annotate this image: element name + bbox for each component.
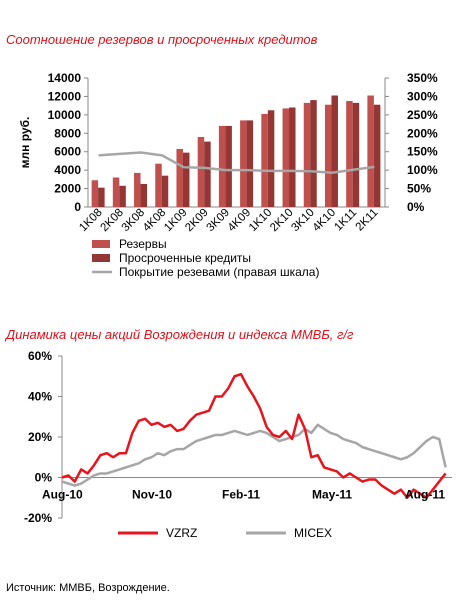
- x-tick-label: 3K10: [289, 207, 316, 234]
- y2-tick-label: 350%: [407, 71, 438, 85]
- bar-reserves: [261, 113, 268, 207]
- bar-overdue: [98, 187, 105, 207]
- bar-overdue: [331, 95, 338, 207]
- y-tick-label: -20%: [24, 511, 52, 525]
- coverage-line: [98, 151, 375, 174]
- chart2-title: Динамика цены акций Возрождения и индекс…: [6, 327, 354, 342]
- y-tick-label: 0%: [35, 471, 53, 485]
- x-tick-label: 2K08: [98, 207, 125, 234]
- x-tick-label: 3K09: [205, 207, 232, 234]
- bar-reserves: [282, 108, 290, 207]
- legend-label: Просроченные кредиты: [119, 251, 251, 265]
- y-tick-label: 10000: [48, 108, 82, 122]
- y2-tick-label: 100%: [407, 163, 438, 177]
- reserves-overdue-chart: 0 2000 4000 6000 8000 10000 12000 14000 0% 50% 100…: [18, 71, 438, 279]
- y2-tick-label: 150%: [407, 145, 438, 159]
- bar-reserves: [91, 180, 99, 207]
- bar-reserves: [240, 120, 247, 207]
- bar-reserves: [155, 163, 162, 207]
- x-tick-label: 2K11: [354, 207, 381, 234]
- legend-swatch: [92, 240, 110, 248]
- bar-reserves: [324, 104, 332, 207]
- bar-overdue: [289, 107, 296, 207]
- y-tick-label: 6000: [54, 145, 81, 159]
- y-tick-label: 0: [74, 200, 81, 214]
- x-tick-label: 2K09: [183, 207, 210, 234]
- bar-overdue: [140, 183, 148, 207]
- y2-tick-label: 250%: [407, 108, 438, 122]
- bar-overdue: [182, 152, 190, 207]
- bar-overdue: [119, 185, 126, 207]
- bar-reserves: [367, 95, 374, 207]
- y2-tick-label: 50%: [407, 182, 431, 196]
- x-tick-label: Nov-10: [132, 488, 172, 502]
- y2-tick-label: 0%: [407, 200, 425, 214]
- y-tick-label: 40%: [28, 390, 52, 404]
- y-tick-label: 8000: [54, 126, 81, 140]
- y-tick-label: 60%: [28, 349, 52, 363]
- bar-overdue: [246, 120, 254, 207]
- y2-tick-label: 300%: [407, 89, 438, 103]
- bar-reserves: [134, 172, 141, 207]
- x-tick-label: 2K10: [268, 207, 295, 234]
- bar-overdue: [225, 125, 232, 207]
- share-price-chart: -20% 0% 20% 40% 60% Aug-10 Nov-10 Feb-11 May-11 A…: [24, 349, 452, 540]
- bar-overdue: [352, 102, 360, 207]
- legend-swatch: [92, 254, 110, 262]
- x-tick-label: 4K09: [226, 207, 253, 234]
- x-tick-label: 4K08: [141, 207, 168, 234]
- legend-label: Покрытие резевами (правая шкала): [119, 265, 319, 279]
- x-tick-label: Aug-10: [42, 488, 83, 502]
- y-tick-label: 14000: [48, 71, 82, 85]
- x-tick-label: Aug-11: [405, 488, 445, 502]
- legend-label: MICEX: [294, 526, 332, 540]
- x-tick-label: 1K08: [77, 207, 104, 234]
- bar-overdue: [310, 100, 317, 207]
- x-tick-label: May-11: [312, 488, 352, 502]
- bar-reserves: [346, 101, 353, 207]
- y2-tick-label: 200%: [407, 126, 438, 140]
- bar-reserves: [112, 177, 120, 207]
- bar-overdue: [161, 175, 169, 207]
- bar-overdue: [373, 104, 381, 207]
- bar-reserves: [303, 102, 311, 207]
- bar-overdue: [204, 141, 211, 207]
- x-tick-label: 3K08: [120, 207, 147, 234]
- bar-reserves: [197, 136, 205, 207]
- y-tick-label: 4000: [54, 163, 81, 177]
- chart1-title: Соотношение резервов и просроченных кред…: [6, 32, 318, 47]
- source-note: Источник: ММВБ, Возрождение.: [6, 582, 170, 594]
- y-tick-label: 2000: [54, 182, 81, 196]
- bar-reserves: [176, 148, 183, 207]
- x-tick-label: 4K10: [311, 207, 338, 234]
- bar-overdue: [267, 110, 275, 207]
- x-tick-label: 1K10: [247, 207, 274, 234]
- x-tick-label: 1K09: [162, 207, 189, 234]
- x-tick-label: 1K11: [332, 207, 359, 234]
- series-line-vzrz: [61, 372, 447, 499]
- y-axis-title: млн руб.: [18, 117, 32, 169]
- legend-label: VZRZ: [166, 526, 197, 540]
- y-tick-label: 20%: [28, 430, 52, 444]
- y-tick-label: 12000: [48, 89, 82, 103]
- x-tick-label: Feb-11: [222, 488, 260, 502]
- legend-label: Резервы: [119, 237, 167, 251]
- bar-reserves: [218, 125, 226, 207]
- series-line-micex: [61, 423, 447, 487]
